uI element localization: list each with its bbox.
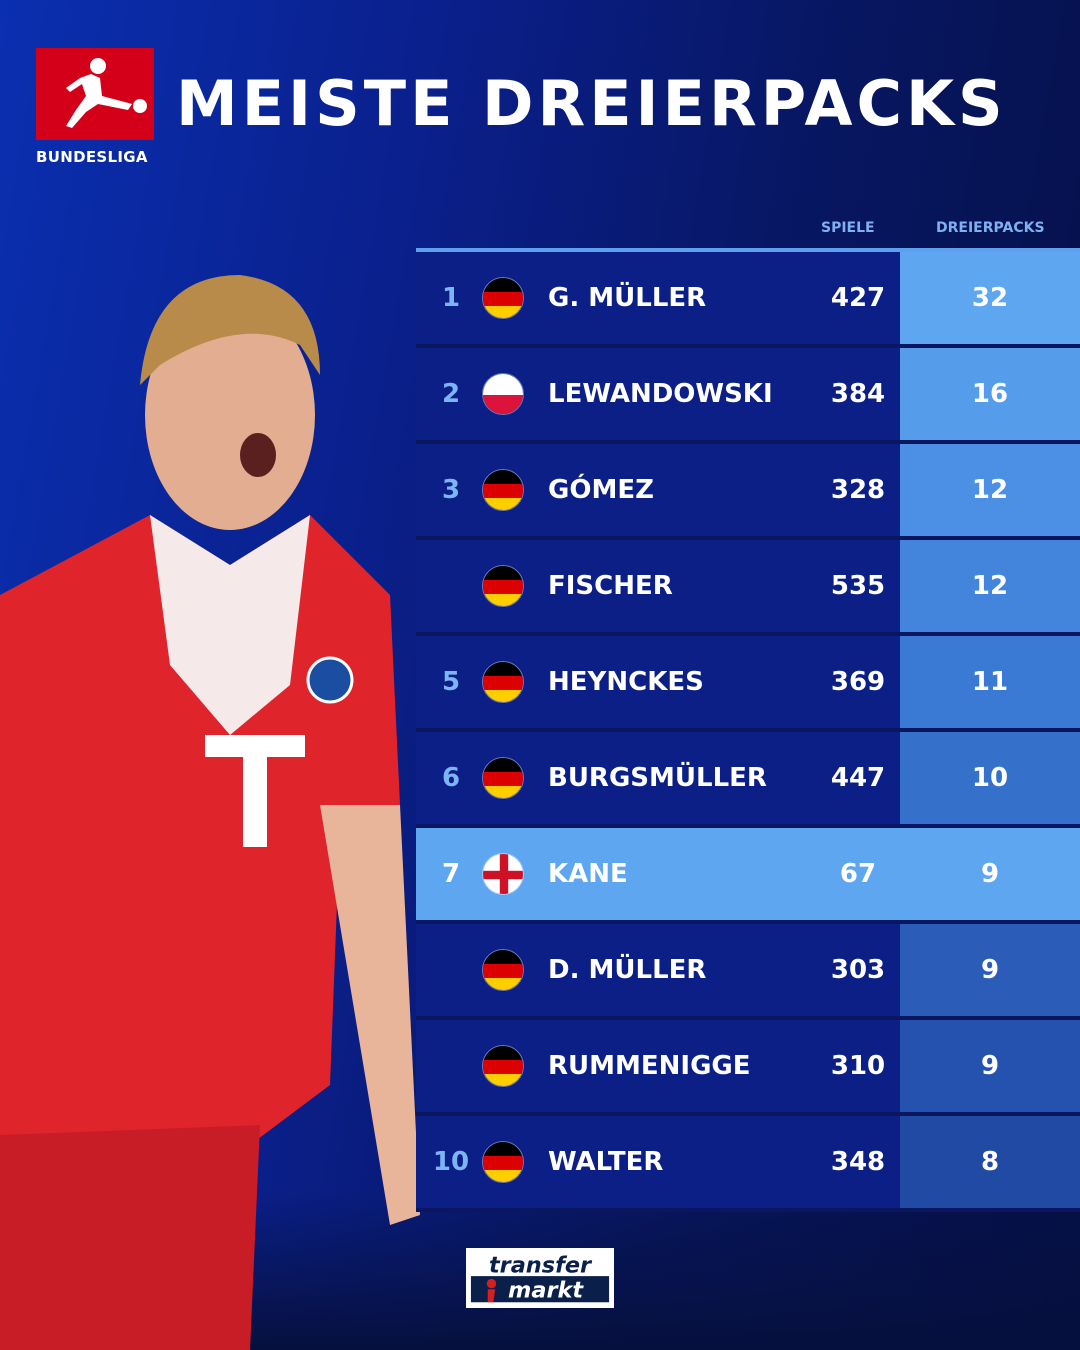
rank: 7	[441, 859, 461, 889]
table-row: RUMMENIGGE 310 9	[416, 1020, 1080, 1116]
player-name: G. MÜLLER	[548, 283, 707, 313]
rank: 6	[441, 763, 461, 793]
hattricks-value: 8	[900, 1116, 1080, 1208]
player-name: KANE	[548, 859, 628, 889]
player-photo	[0, 275, 420, 1350]
table-row: 2 LEWANDOWSKI 384 16	[416, 348, 1080, 444]
player-name: HEYNCKES	[548, 667, 704, 697]
player-name: BURGSMÜLLER	[548, 763, 767, 793]
rank: 5	[441, 667, 461, 697]
hattricks-value: 10	[900, 732, 1080, 824]
games-value: 535	[830, 571, 886, 601]
svg-text:transfer: transfer	[489, 1252, 593, 1278]
player-name: RUMMENIGGE	[548, 1051, 751, 1081]
hattricks-value: 9	[900, 1020, 1080, 1112]
transfermarkt-logo: transfer markt	[466, 1248, 614, 1308]
ranking-table: 1 G. MÜLLER 427 32 2 LEWANDOWSKI 384 16 3 …	[416, 248, 1080, 1212]
flag-germany-icon	[482, 1141, 524, 1183]
flag-germany-icon	[482, 565, 524, 607]
rank: 3	[441, 475, 461, 505]
svg-text:markt: markt	[508, 1278, 584, 1304]
player-name: GÓMEZ	[548, 475, 654, 505]
flag-germany-icon	[482, 757, 524, 799]
rank: 1	[441, 283, 461, 313]
bundesliga-label: BUNDESLIGA	[36, 148, 148, 166]
hattricks-value: 32	[900, 252, 1080, 344]
games-value: 369	[830, 667, 886, 697]
table-row: FISCHER 535 12	[416, 540, 1080, 636]
table-row: 3 GÓMEZ 328 12	[416, 444, 1080, 540]
flag-germany-icon	[482, 949, 524, 991]
games-value: 67	[839, 859, 877, 889]
games-value: 384	[830, 379, 886, 409]
games-value: 303	[830, 955, 886, 985]
column-header-games: SPIELE	[821, 220, 875, 236]
games-value: 348	[830, 1147, 886, 1177]
page-title: MEISTE DREIERPACKS	[176, 67, 1007, 140]
flag-england-icon	[482, 853, 524, 895]
player-name: LEWANDOWSKI	[548, 379, 773, 409]
player-name: WALTER	[548, 1147, 664, 1177]
table-row: D. MÜLLER 303 9	[416, 924, 1080, 1020]
table-row: 1 G. MÜLLER 427 32	[416, 252, 1080, 348]
flag-poland-icon	[482, 373, 524, 415]
flag-germany-icon	[482, 1045, 524, 1087]
table-row: 10 WALTER 348 8	[416, 1116, 1080, 1212]
games-value: 447	[830, 763, 886, 793]
table-row: 5 HEYNCKES 369 11	[416, 636, 1080, 732]
games-value: 328	[830, 475, 886, 505]
flag-germany-icon	[482, 277, 524, 319]
hattricks-value: 12	[900, 444, 1080, 536]
player-name: FISCHER	[548, 571, 673, 601]
table-row: 7 KANE 67 9	[416, 828, 1080, 924]
flag-germany-icon	[482, 469, 524, 511]
games-value: 310	[830, 1051, 886, 1081]
table-row: 6 BURGSMÜLLER 447 10	[416, 732, 1080, 828]
rank: 10	[432, 1147, 470, 1177]
hattricks-value: 16	[900, 348, 1080, 440]
player-name: D. MÜLLER	[548, 955, 707, 985]
hattricks-value: 11	[900, 636, 1080, 728]
hattricks-value: 9	[900, 828, 1080, 920]
hattricks-value: 9	[900, 924, 1080, 1016]
bundesliga-logo	[36, 48, 154, 140]
column-header-hattricks: DREIERPACKS	[936, 220, 1045, 236]
flag-germany-icon	[482, 661, 524, 703]
rank: 2	[441, 379, 461, 409]
hattricks-value: 12	[900, 540, 1080, 632]
games-value: 427	[830, 283, 886, 313]
